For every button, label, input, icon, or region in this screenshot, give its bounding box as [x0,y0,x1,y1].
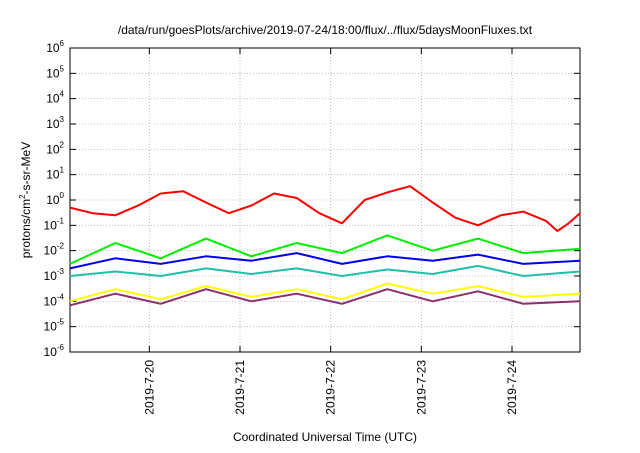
x-axis-ticks: 2019-7-20 2019-7-21 2019-7-22 2019-7-23 2019… [142,48,519,415]
series-line-4 [69,282,581,303]
y-tick-label-exp: -4 [57,292,65,301]
x-axis-label: Coordinated Universal Time (UTC) [233,430,417,444]
y-tick-label-exp: -6 [57,343,65,352]
y-tick-label-base: 10 [46,193,60,207]
y-tick-label: 105 [46,64,64,80]
y-tick-label-base: 10 [46,117,60,131]
y-tick-label-base: 10 [44,320,58,334]
x-tick-label: 2019-7-21 [233,360,247,415]
y-tick-label-exp: 5 [60,64,65,73]
y-tick-label-exp: 3 [60,115,65,124]
y-tick-label: 100 [46,191,64,207]
y-axis-label-pre: protons/cm [19,199,33,258]
y-tick-label-base: 10 [46,66,60,80]
y-tick-label: 102 [46,140,64,156]
y-tick-label: 104 [46,90,64,106]
series-line-1 [69,234,581,265]
y-tick-label: 103 [46,115,64,131]
x-tick-label: 2019-7-20 [142,360,156,415]
y-tick-label-exp: 1 [60,166,65,175]
y-tick-label-exp: 2 [60,140,65,149]
y-tick-label-exp: 6 [60,39,65,48]
y-tick-label-exp: 4 [60,90,65,99]
y-tick-label: 10-4 [44,292,65,308]
y-tick-label: 10-1 [44,216,65,232]
y-tick-label-exp: -2 [57,242,65,251]
y-tick-label-base: 10 [46,168,60,182]
y-tick-label: 10-3 [44,267,65,283]
x-tick-label: 2019-7-24 [505,360,519,415]
series-layer [69,185,581,307]
series-line-0 [69,185,581,232]
series-line-3 [69,264,581,277]
y-tick-label: 10-6 [44,343,65,359]
y-axis-ticks: 10-610-510-410-310-210-11001011021031041… [44,39,580,359]
y-tick-label-base: 10 [44,345,58,359]
y-tick-label: 10-2 [44,242,65,258]
y-tick-label-exp: -3 [57,267,65,276]
y-tick-label-base: 10 [44,294,58,308]
chart-title: /data/run/goesPlots/archive/2019-07-24/1… [118,23,533,37]
y-tick-label-base: 10 [44,244,58,258]
y-tick-label-base: 10 [44,269,58,283]
y-tick-label-base: 10 [44,218,58,232]
y-axis-label-post: -s-sr-MeV [19,142,33,195]
x-tick-label: 2019-7-23 [414,360,428,415]
y-axis-label-sup: 2 [18,194,27,199]
y-tick-label-base: 10 [46,41,60,55]
y-tick-label-exp: 0 [60,191,65,200]
y-tick-label-base: 10 [46,142,60,156]
grid-layer [70,48,580,352]
y-axis-label: protons/cm2-s-sr-MeV [18,142,33,258]
series-line-2 [69,252,581,270]
x-tick-label: 2019-7-22 [324,360,338,415]
y-tick-label: 101 [46,166,64,182]
y-tick-label: 10-5 [44,318,65,334]
y-tick-label-exp: -1 [57,216,65,225]
y-tick-label: 106 [46,39,64,55]
series-line-5 [69,288,581,307]
y-tick-label-base: 10 [46,92,60,106]
y-tick-label-exp: -5 [57,318,65,327]
